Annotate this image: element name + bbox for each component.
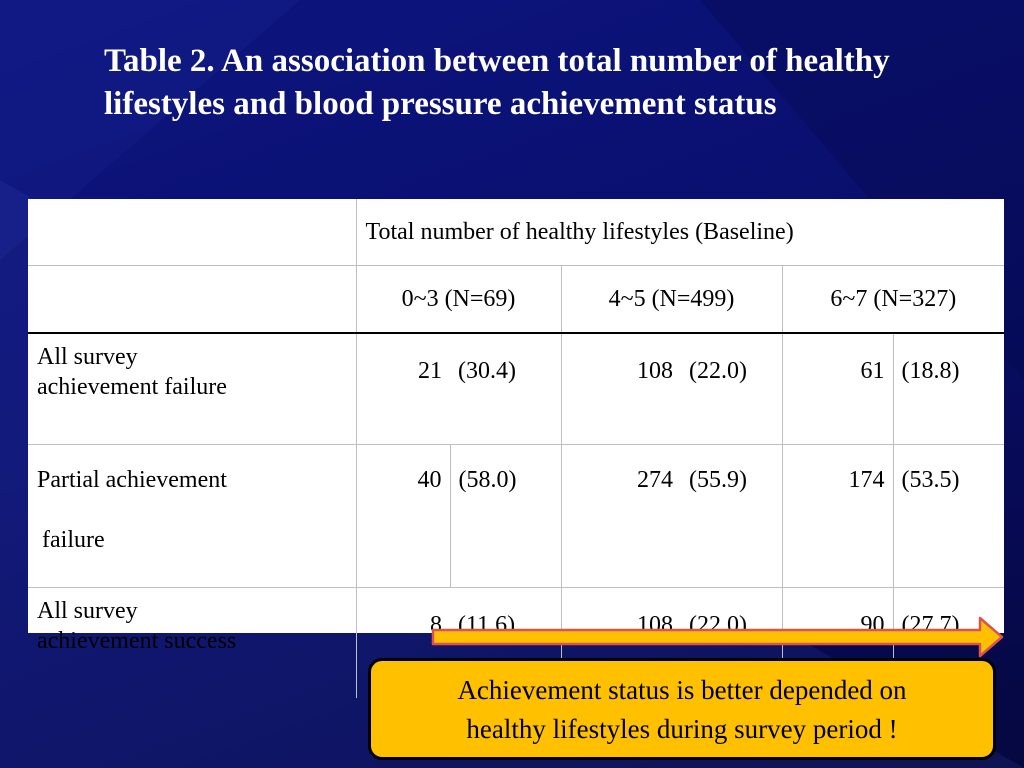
callout-line: Achievement status is better depended on — [457, 675, 907, 705]
count-cell: 274 — [560, 444, 681, 588]
slide-title: Table 2. An association between total nu… — [104, 43, 890, 122]
table-row: All survey achievement failure 21 (30.4) … — [28, 332, 1005, 445]
results-table: Total number of healthy lifestyles (Base… — [28, 199, 1005, 698]
table-row: Partial achievement failure 40 (58.0) 27… — [28, 444, 1005, 588]
row-label: All survey achievement success — [28, 587, 356, 698]
percent-cell: (53.5) — [892, 444, 1005, 588]
column-header: 6~7 (N=327) — [781, 265, 1005, 333]
percent-cell: (22.0) — [681, 332, 782, 445]
count-cell: 174 — [781, 444, 893, 588]
percent-cell: (30.4) — [450, 332, 561, 445]
table-corner-cell — [28, 199, 356, 266]
trend-arrow-icon — [431, 616, 1004, 658]
row-label: Partial achievement failure — [28, 444, 356, 588]
table-corner-cell — [28, 265, 356, 333]
table-group-header-row: Total number of healthy lifestyles (Base… — [28, 199, 1005, 266]
group-header: Total number of healthy lifestyles (Base… — [355, 199, 1005, 266]
column-header: 4~5 (N=499) — [560, 265, 782, 333]
percent-cell: (55.9) — [681, 444, 782, 588]
count-cell: 21 — [355, 332, 450, 445]
count-cell: 108 — [560, 332, 681, 445]
callout-line: healthy lifestyles during survey period … — [466, 714, 898, 744]
percent-cell: (58.0) — [449, 444, 561, 588]
column-header: 0~3 (N=69) — [355, 265, 561, 333]
row-label: All survey achievement failure — [28, 332, 356, 445]
count-cell: 40 — [355, 444, 450, 588]
conclusion-callout: Achievement status is better depended on… — [368, 658, 996, 760]
percent-cell: (18.8) — [892, 332, 1005, 445]
table-column-header-row: 0~3 (N=69) 4~5 (N=499) 6~7 (N=327) — [28, 265, 1005, 333]
count-cell: 61 — [781, 332, 893, 445]
